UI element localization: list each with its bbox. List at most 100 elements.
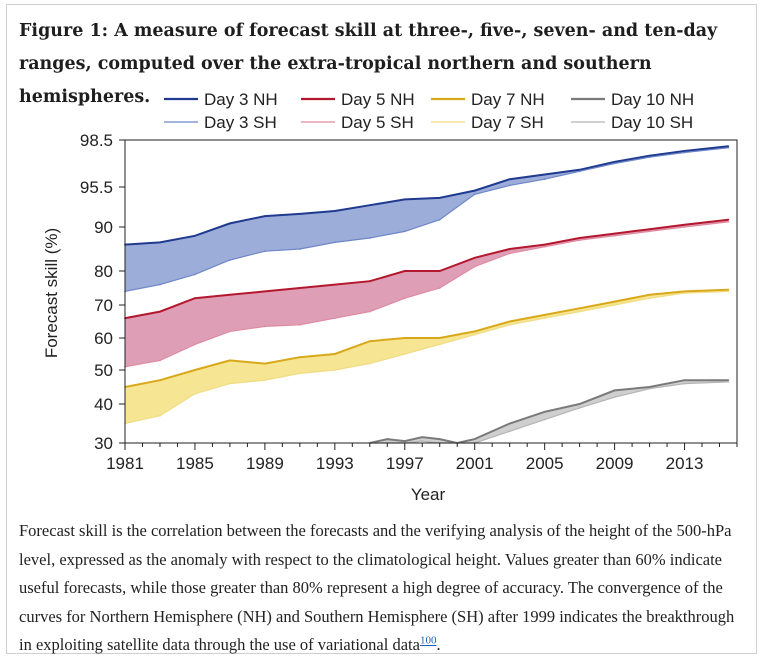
point-day-7-sh-1985 bbox=[194, 392, 196, 395]
caption-reference-link[interactable]: 100 bbox=[419, 634, 437, 647]
point-day-3-sh-2011 bbox=[648, 156, 651, 159]
point-day-5-sh-1993 bbox=[333, 317, 336, 320]
y-tick-label-80: 80 bbox=[94, 262, 113, 281]
point-day-7-sh-2013 bbox=[683, 292, 686, 294]
point-day-5-nh-2005 bbox=[543, 243, 546, 246]
point-day-10-nh-1999 bbox=[438, 438, 441, 440]
point-day-5-nh-2001 bbox=[473, 256, 476, 259]
point-day-5-sh-2009 bbox=[613, 234, 616, 237]
point-day-7-sh-1997 bbox=[403, 353, 406, 355]
point-day-7-sh-2011 bbox=[648, 297, 651, 300]
point-day-7-sh-2003 bbox=[508, 323, 511, 326]
point-day-10-nh-2007 bbox=[578, 403, 581, 405]
x-axis-label: Year bbox=[411, 485, 446, 504]
point-day-7-sh-1995 bbox=[368, 362, 371, 365]
point-day-7-nh-1995 bbox=[368, 340, 371, 343]
point-day-3-nh-1985 bbox=[194, 234, 196, 237]
point-day-7-nh-2001 bbox=[473, 330, 476, 333]
point-day-5-nh-2007 bbox=[578, 237, 581, 239]
point-day-3-sh-2013 bbox=[683, 151, 686, 154]
point-day-7-sh-1987 bbox=[229, 382, 231, 385]
point-day-7-nh-2011 bbox=[648, 293, 651, 296]
plot-area-border bbox=[124, 139, 738, 444]
legend-label-day-10-nh: Day 10 NH bbox=[611, 90, 694, 109]
point-day-3-sh-1997 bbox=[403, 230, 406, 233]
point-day-5-sh-2001 bbox=[473, 265, 476, 268]
point-day-5-sh-1991 bbox=[299, 323, 301, 326]
y-tick-label-70: 70 bbox=[94, 296, 113, 315]
series-line-day-7-sh bbox=[124, 290, 729, 425]
point-day-3-sh-2009 bbox=[613, 162, 616, 165]
point-day-10-nh-2001 bbox=[473, 438, 476, 440]
point-day-3-sh-1985 bbox=[194, 273, 196, 276]
point-day-3-nh-1991 bbox=[299, 213, 301, 215]
point-day-3-nh-1987 bbox=[229, 222, 231, 225]
axes-layer: 30 40 50 60 70 80 90 95.5 98.5 1981 1985 1989 1993 19… bbox=[80, 131, 738, 473]
point-day-5-sh-2007 bbox=[578, 239, 581, 242]
x-tick-label-1997: 1997 bbox=[386, 454, 424, 473]
point-day-7-nh-2003 bbox=[508, 320, 511, 323]
y-tick-label-95.5: 95.5 bbox=[80, 178, 113, 197]
x-tick-label-2009: 2009 bbox=[596, 454, 634, 473]
point-day-5-sh-2013 bbox=[683, 226, 686, 228]
point-day-7-sh-2007 bbox=[578, 310, 581, 313]
point-day-10-nh-2003 bbox=[508, 422, 511, 425]
point-day-3-nh-2015.5 bbox=[727, 145, 730, 148]
point-day-10-sh-2005 bbox=[543, 418, 546, 421]
point-day-3-nh-2007 bbox=[578, 168, 581, 171]
point-day-5-sh-2015.5 bbox=[727, 221, 730, 223]
series-line-day-7-nh bbox=[124, 288, 729, 388]
caption-text: Forecast skill is the correlation betwee… bbox=[19, 521, 735, 654]
point-day-3-nh-2003 bbox=[508, 178, 511, 181]
y-tick-label-60: 60 bbox=[94, 329, 113, 348]
legend-label-day-10-sh: Day 10 SH bbox=[611, 113, 693, 132]
point-day-3-nh-2013 bbox=[683, 150, 686, 152]
y-tick-label-30: 30 bbox=[94, 434, 113, 453]
point-day-7-nh-1987 bbox=[229, 359, 231, 362]
point-day-5-sh-1989 bbox=[264, 325, 266, 328]
point-day-7-sh-1993 bbox=[333, 369, 336, 371]
point-day-7-nh-2007 bbox=[578, 307, 581, 310]
point-day-10-nh-2011 bbox=[648, 386, 651, 388]
legend-label-day-3-sh: Day 3 SH bbox=[204, 113, 277, 132]
point-day-5-nh-1989 bbox=[264, 290, 266, 293]
point-day-3-sh-2003 bbox=[508, 184, 511, 187]
point-day-3-nh-2009 bbox=[613, 161, 616, 163]
y-axis-label: Forecast skill (%) bbox=[42, 228, 61, 358]
point-day-5-nh-1987 bbox=[229, 293, 231, 296]
caption-end: . bbox=[436, 635, 441, 654]
point-day-5-sh-2005 bbox=[543, 245, 546, 248]
point-day-3-sh-1991 bbox=[299, 248, 301, 250]
point-day-5-nh-2015.5 bbox=[727, 218, 730, 221]
chart-legend: Day 3 NH Day 3 SH Day 5 NH Day 5 SH Day 7 NH… bbox=[164, 90, 694, 132]
point-day-10-nh-1998 bbox=[421, 436, 424, 438]
point-day-5-nh-1983 bbox=[159, 310, 161, 313]
point-day-3-sh-1993 bbox=[333, 241, 336, 244]
point-day-10-sh-2011 bbox=[648, 387, 651, 390]
point-day-10-sh-2003 bbox=[508, 430, 511, 433]
x-tick-label-1993: 1993 bbox=[316, 454, 354, 473]
legend-label-day-7-nh: Day 7 NH bbox=[471, 90, 545, 109]
point-day-7-nh-1983 bbox=[159, 379, 161, 382]
series-line-day-3-sh bbox=[124, 147, 729, 292]
point-day-5-nh-2003 bbox=[508, 248, 511, 250]
point-day-3-sh-1999 bbox=[438, 218, 441, 221]
point-day-10-sh-2009 bbox=[613, 396, 616, 399]
series-line-day-5-sh bbox=[124, 221, 729, 368]
point-day-3-sh-1995 bbox=[368, 237, 371, 239]
point-day-7-nh-1989 bbox=[264, 362, 266, 365]
point-day-5-nh-1991 bbox=[299, 287, 301, 289]
point-day-5-nh-1985 bbox=[194, 297, 196, 300]
point-day-5-sh-1999 bbox=[438, 287, 441, 289]
point-day-3-nh-1995 bbox=[368, 204, 371, 207]
point-day-7-sh-2001 bbox=[473, 333, 476, 336]
point-day-3-nh-1983 bbox=[159, 241, 161, 244]
legend-label-day-5-nh: Day 5 NH bbox=[341, 90, 415, 109]
y-tick-label-50: 50 bbox=[94, 361, 113, 380]
point-day-5-nh-2011 bbox=[648, 228, 651, 231]
series-line-day-3-nh bbox=[124, 145, 729, 246]
point-day-7-sh-1989 bbox=[264, 379, 266, 382]
point-day-3-sh-1989 bbox=[264, 250, 266, 253]
forecast-skill-chart: 30 40 50 60 70 80 90 95.5 98.5 1981 1985 1989 1993 19… bbox=[42, 90, 738, 504]
point-day-7-nh-1991 bbox=[299, 356, 301, 359]
